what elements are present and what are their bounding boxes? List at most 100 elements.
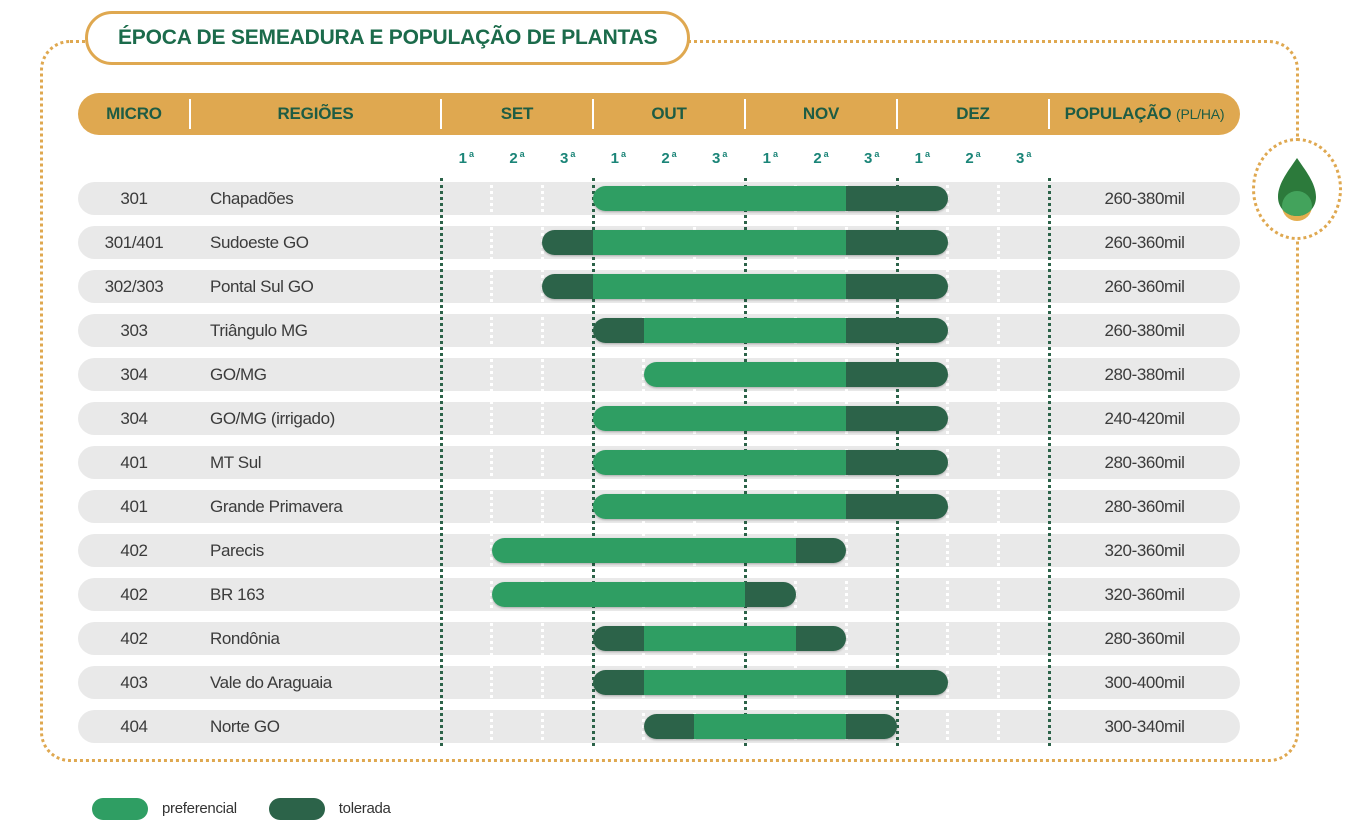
decade-number: 1 (458, 150, 467, 167)
bar-segment-preferencial (593, 494, 847, 519)
decade-number: 3 (711, 150, 721, 167)
decade-ordinal-suffix: a (975, 149, 981, 159)
population-value-cell: 280-360mil (1104, 453, 1185, 472)
legend: preferencial tolerada (92, 798, 391, 820)
sowing-window-bar (593, 406, 948, 431)
legend-swatch-tolerada (268, 798, 325, 820)
population-value-cell: 240-420mil (1104, 409, 1185, 428)
bar-segment-tolerada (593, 318, 644, 343)
month-boundary-gridline (1047, 178, 1051, 746)
region-name-cell: Sudoeste GO (210, 233, 309, 252)
micro-code-cell: 302/303 (104, 277, 164, 296)
sowing-window-bar (542, 230, 948, 255)
micro-code-cell: 403 (120, 673, 148, 692)
bar-segment-tolerada (542, 230, 593, 255)
column-header-month-dez: DEZ (956, 104, 990, 123)
header-divider (1048, 99, 1050, 129)
header-divider (189, 99, 191, 129)
region-name-cell: Norte GO (210, 717, 280, 736)
sowing-window-bar (542, 274, 948, 299)
bar-segment-preferencial (593, 406, 847, 431)
bar-segment-preferencial (592, 230, 847, 255)
decade-number: 1 (914, 150, 923, 167)
decade-ordinal-suffix: a (671, 149, 677, 159)
legend-item: preferencial (92, 798, 237, 820)
decade-ordinal-suffix: a (874, 149, 880, 159)
bar-segment-preferencial (491, 538, 796, 563)
bar-segment-tolerada (846, 406, 948, 431)
decade-ordinal-suffix: a (620, 149, 626, 159)
sowing-window-bar (643, 714, 897, 739)
legend-label: preferencial (162, 800, 237, 817)
sowing-window-bar (593, 186, 948, 211)
bar-segment-tolerada (643, 714, 695, 739)
decade-number: 3 (863, 150, 873, 167)
micro-code-cell: 401 (120, 497, 148, 516)
decade-number: 3 (559, 150, 569, 167)
population-value-cell: 300-400mil (1104, 673, 1185, 692)
sowing-window-bar (593, 670, 948, 695)
micro-code-cell: 304 (120, 409, 148, 428)
population-value-cell: 260-360mil (1104, 277, 1185, 296)
bar-segment-preferencial (491, 582, 745, 607)
decade-gridline (540, 178, 544, 746)
decade-gridline (490, 178, 494, 746)
bar-segment-tolerada (846, 670, 948, 695)
region-name-cell: GO/MG (irrigado) (210, 409, 335, 428)
bar-segment-tolerada (846, 714, 897, 739)
decade-number: 1 (762, 150, 771, 167)
header-divider (896, 99, 898, 129)
decade-ordinal-suffix: a (924, 149, 930, 159)
bar-segment-preferencial (643, 362, 847, 387)
decade-ordinal-suffix: a (1026, 149, 1032, 159)
column-header-population: POPULAÇÃO (PL/HA) (1049, 93, 1240, 135)
micro-code-cell: 304 (120, 365, 148, 384)
bar-segment-tolerada (795, 626, 847, 651)
legend-item: tolerada (268, 798, 391, 820)
micro-code-cell: 301/401 (104, 233, 164, 252)
micro-code-cell: 404 (120, 717, 148, 736)
column-header-month-nov: NOV (802, 104, 840, 123)
micro-code-cell: 303 (120, 321, 148, 340)
region-name-cell: GO/MG (210, 365, 267, 384)
header-divider (440, 99, 442, 129)
sowing-window-bar (593, 494, 948, 519)
micro-code-cell: 402 (120, 585, 148, 604)
plant-sprout-icon (1278, 158, 1316, 221)
bar-segment-preferencial (643, 318, 847, 343)
bar-segment-tolerada (846, 230, 948, 255)
column-header-regions: REGIÕES (277, 104, 354, 123)
bar-segment-tolerada (846, 450, 948, 475)
column-header-month-out: OUT (651, 104, 687, 123)
micro-code-cell: 401 (120, 453, 148, 472)
bar-segment-tolerada (846, 494, 948, 519)
micro-code-cell: 301 (120, 189, 148, 208)
population-value-cell: 260-380mil (1104, 189, 1185, 208)
population-value-cell: 280-360mil (1104, 629, 1185, 648)
micro-code-cell: 402 (120, 629, 148, 648)
decade-number: 2 (813, 150, 822, 167)
table-header-band: MICRO REGIÕES SET OUT NOV DEZ POPULAÇÃO (PL/HA… (78, 93, 1240, 135)
population-value-cell: 320-360mil (1104, 585, 1185, 604)
bar-segment-tolerada (846, 186, 948, 211)
page-title: ÉPOCA DE SEMEADURA E POPULAÇÃO DE PLANTA… (85, 11, 691, 65)
decade-number: 3 (1015, 150, 1025, 167)
bar-segment-tolerada (593, 670, 644, 695)
sowing-window-bar (593, 450, 948, 475)
bar-segment-tolerada (795, 538, 847, 563)
legend-swatch-preferencial (92, 798, 148, 820)
decade-ordinal-suffix: a (722, 149, 728, 159)
bar-segment-tolerada (846, 274, 948, 299)
region-name-cell: Rondônia (210, 629, 280, 648)
column-header-month-set: SET (500, 104, 534, 123)
